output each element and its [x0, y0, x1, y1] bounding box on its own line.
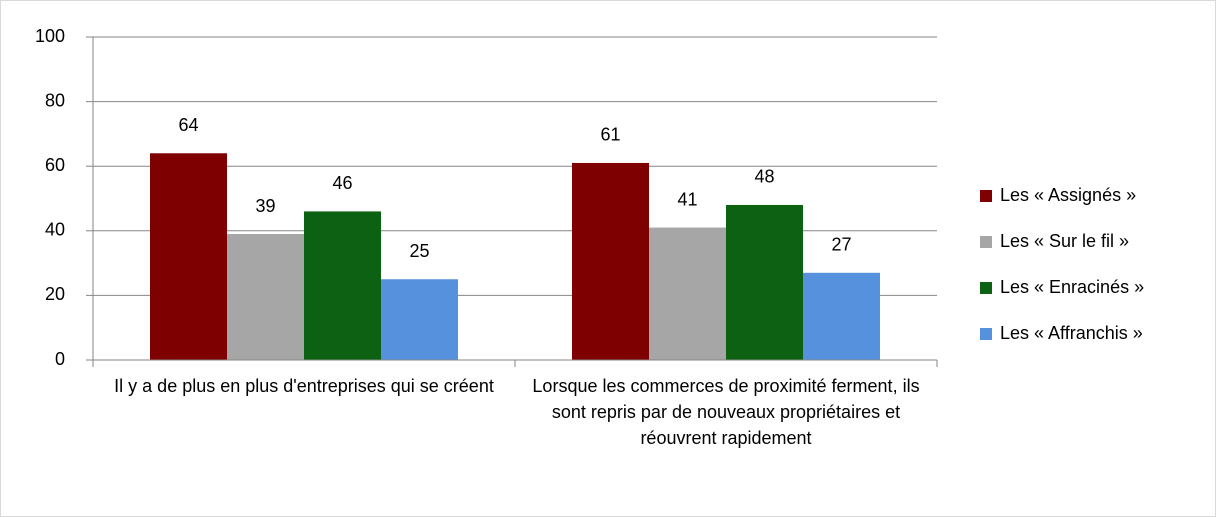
- legend-label: Les « Sur le fil »: [1000, 231, 1129, 251]
- bar: [381, 279, 458, 360]
- legend-label: Les « Enracinés »: [1000, 277, 1144, 297]
- x-tick-label: Lorsque les commerces de proximité ferme…: [532, 376, 920, 448]
- data-label: 46: [332, 173, 352, 193]
- data-label: 39: [255, 196, 275, 216]
- legend-swatch: [980, 328, 992, 340]
- bar: [572, 162, 649, 360]
- y-tick-label: 20: [45, 284, 65, 304]
- legend-swatch: [980, 236, 992, 248]
- bar: [726, 204, 803, 360]
- data-label: 27: [831, 235, 851, 255]
- data-label: 41: [677, 189, 697, 209]
- bar: [803, 272, 880, 360]
- data-label: 48: [754, 167, 774, 187]
- bar: [649, 227, 726, 360]
- bar: [304, 211, 381, 360]
- y-tick-label: 80: [45, 90, 65, 110]
- bar: [150, 153, 227, 360]
- bar: [227, 234, 304, 360]
- y-tick-label: 0: [55, 349, 65, 369]
- data-label: 61: [600, 125, 620, 145]
- y-tick-label: 60: [45, 155, 65, 175]
- legend-swatch: [980, 190, 992, 202]
- y-tick-label: 40: [45, 220, 65, 240]
- legend-swatch: [980, 282, 992, 294]
- legend-label: Les « Assignés »: [1000, 185, 1136, 205]
- data-label: 64: [178, 115, 198, 135]
- x-tick-label: Il y a de plus en plus d'entreprises qui…: [114, 376, 494, 396]
- y-tick-label: 100: [35, 26, 65, 46]
- legend-label: Les « Affranchis »: [1000, 323, 1143, 343]
- data-label: 25: [409, 241, 429, 261]
